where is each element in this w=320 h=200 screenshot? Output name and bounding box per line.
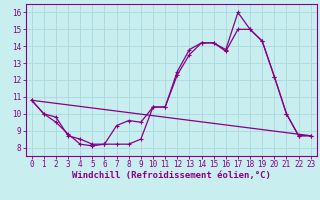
X-axis label: Windchill (Refroidissement éolien,°C): Windchill (Refroidissement éolien,°C) bbox=[72, 171, 271, 180]
